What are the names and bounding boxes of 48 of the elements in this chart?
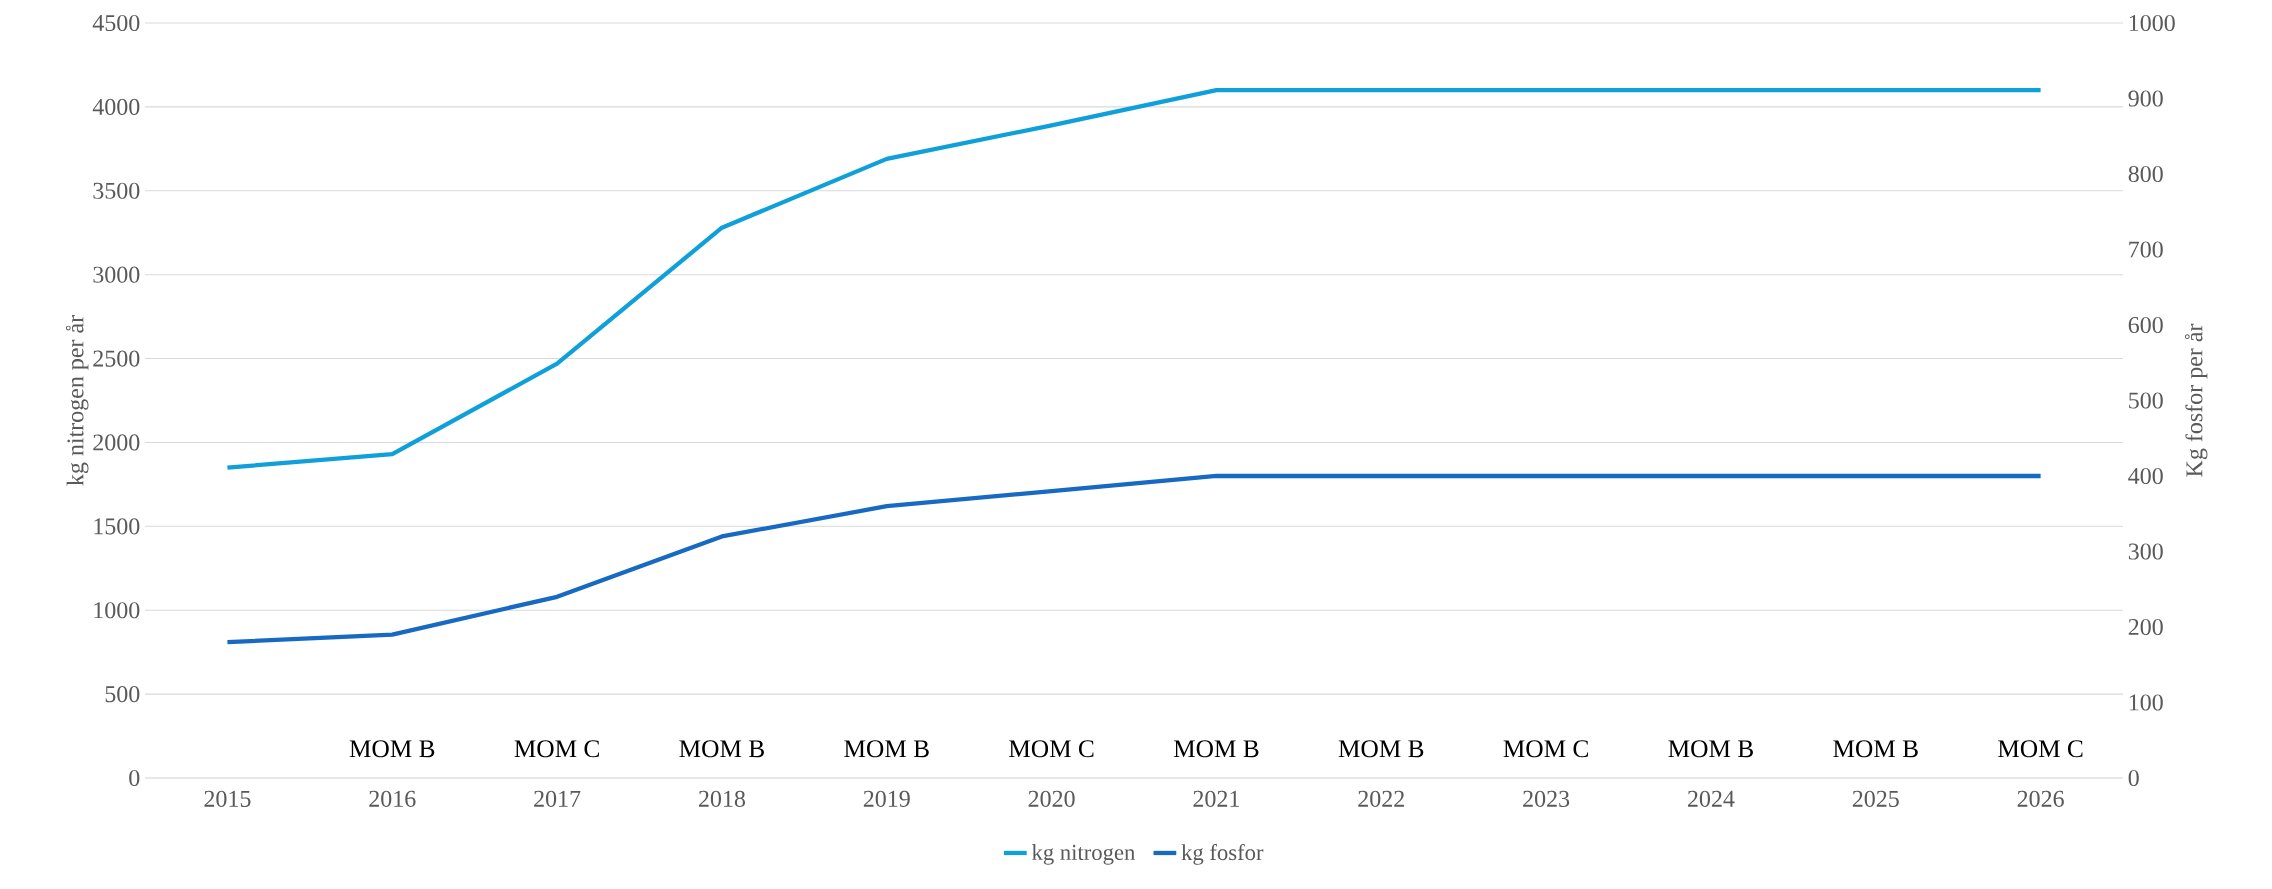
y2-tick-label: 100 (2129, 694, 2163, 711)
annotation: MOM C (514, 740, 599, 758)
annotation: MOM B (1668, 740, 1753, 758)
annotation: MOM C (1009, 740, 1094, 758)
y-tick-label: 3000 (93, 266, 140, 283)
y2-tick-label: 400 (2128, 467, 2163, 485)
annotation: MOM B (349, 740, 435, 758)
y2-tick-label: 900 (2128, 90, 2163, 107)
y-tick-label: 500 (105, 686, 140, 703)
y2-tick-label: 200 (2128, 618, 2163, 636)
y2-tick-label: 300 (2128, 543, 2163, 560)
y-tick-label: 3500 (93, 182, 140, 199)
x-tick-label: 2026 (2017, 790, 2064, 807)
y2-tick-label: 800 (2128, 165, 2163, 183)
x-tick-label: 2019 (863, 790, 910, 807)
annotation: MOM C (1998, 740, 2083, 758)
y2-tick-label: 0 (2128, 769, 2139, 787)
y-tick-label: 4000 (92, 98, 140, 115)
x-tick-label: 2018 (698, 790, 746, 807)
y2-tick-label: 700 (2129, 241, 2163, 258)
x-tick-label: 2021 (1193, 790, 1239, 807)
annotation: MOM B (1173, 740, 1259, 758)
x-tick-label: 2022 (1358, 790, 1404, 807)
annotation: MOM B (679, 740, 764, 758)
x-tick-label: 2016 (369, 790, 416, 807)
y2-tick-label: 600 (2128, 316, 2163, 334)
y-tick-label: 2500 (93, 350, 140, 367)
y-tick-label: 2000 (93, 434, 140, 451)
y2-tick-label: 1000 (2129, 14, 2175, 32)
x-tick-label: 2025 (1852, 790, 1899, 807)
y-tick-label: 1500 (94, 518, 140, 535)
annotation: MOM B (1338, 740, 1424, 758)
x-tick-label: 2020 (1028, 790, 1075, 807)
x-tick-label: 2015 (204, 790, 251, 807)
y-tick-label: 0 (129, 769, 140, 787)
y-tick-label: 1000 (94, 602, 140, 619)
legend-label: kg nitrogen (1031, 844, 1136, 865)
annotation: MOM C (1503, 740, 1588, 758)
y2-axis-title: Kg fosfor per år (2184, 323, 2208, 477)
annotation: MOM B (1833, 740, 1918, 758)
annotation: MOM B (844, 740, 929, 758)
y-tick-label: 4500 (92, 14, 140, 32)
x-tick-label: 2024 (1687, 790, 1735, 807)
legend-label: kg fosfor (1181, 844, 1264, 865)
y2-tick-label: 500 (2129, 392, 2163, 409)
y-axis-title: kg nitrogen per år (65, 315, 89, 486)
x-tick-label: 2023 (1523, 790, 1570, 807)
x-tick-label: 2017 (534, 790, 581, 807)
